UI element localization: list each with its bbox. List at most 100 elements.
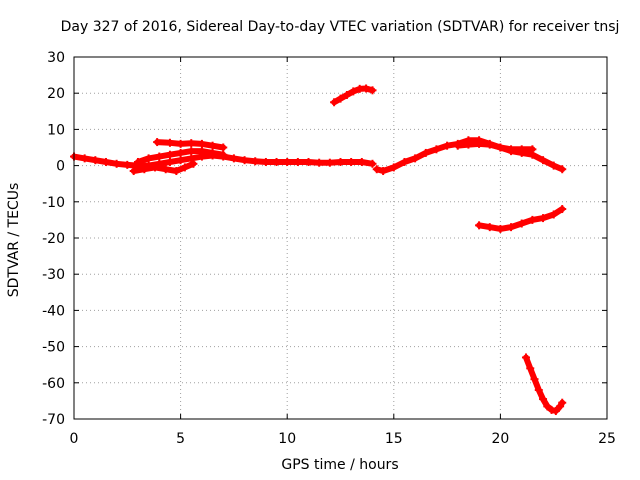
y-tick-label: 0	[56, 159, 65, 175]
data-point-dip-track	[411, 154, 420, 163]
data-point-arc-high	[342, 91, 351, 100]
x-tick-label: 0	[70, 431, 79, 447]
data-point-secondary-track	[464, 140, 473, 149]
data-point-secondary-track	[517, 145, 526, 154]
data-point-upper-branch	[165, 138, 174, 147]
data-point-mid-branch	[187, 147, 196, 156]
x-axis-label: GPS time / hours	[281, 457, 398, 473]
y-tick-label: 30	[47, 50, 65, 66]
y-tick-label: -50	[42, 340, 65, 356]
data-point-dip-track	[421, 148, 430, 157]
data-point-arc-high	[349, 87, 358, 96]
data-point-main-track	[261, 157, 270, 166]
data-point-main-track	[325, 158, 334, 167]
data-point-arc-high	[336, 94, 345, 103]
data-point-main-track	[80, 154, 89, 163]
data-point-dip-track	[443, 141, 452, 150]
data-point-main-track	[176, 156, 185, 165]
data-point-secondary-track	[485, 140, 494, 149]
data-point-main-track	[368, 159, 377, 168]
data-point-main-track	[229, 154, 238, 163]
data-point-lower-branch	[189, 159, 198, 168]
data-point-arc-high	[368, 86, 377, 95]
data-point-dip-track	[432, 145, 441, 154]
data-point-main-track	[240, 156, 249, 165]
y-tick-label: -10	[42, 195, 65, 211]
data-point-upper-branch	[197, 139, 206, 148]
chart-title: Day 327 of 2016, Sidereal Day-to-day VTE…	[61, 19, 620, 35]
data-point-mid-branch	[133, 157, 142, 166]
data-point-deep-curve	[547, 405, 556, 414]
data-point-mid-negative	[485, 223, 494, 232]
data-point-mid-branch	[197, 147, 206, 156]
data-point-mid-negative	[528, 215, 537, 224]
data-point-upper-branch	[176, 139, 185, 148]
data-point-deep-curve	[558, 398, 567, 407]
data-point-mid-branch	[155, 152, 164, 161]
grid-lines	[74, 57, 607, 419]
data-point-main-track	[336, 157, 345, 166]
data-point-deep-curve	[543, 402, 552, 411]
data-point-main-track	[101, 157, 110, 166]
data-point-arc-high	[330, 98, 339, 107]
data-point-deep-curve	[521, 353, 530, 362]
y-tick-label: -30	[42, 267, 65, 283]
data-point-mid-negative	[507, 223, 516, 232]
data-point-main-track	[251, 157, 260, 166]
data-point-main-track	[123, 160, 132, 169]
data-point-mid-negative	[496, 224, 505, 233]
data-point-deep-curve	[551, 407, 560, 416]
data-point-lower-branch	[129, 167, 138, 176]
x-tick-label: 25	[598, 431, 616, 447]
data-point-main-track	[272, 157, 281, 166]
y-tick-label: 10	[47, 122, 65, 138]
data-point-mid-negative	[517, 219, 526, 228]
data-point-main-track	[91, 156, 100, 165]
data-point-upper-branch	[208, 141, 217, 150]
data-point-mid-branch	[208, 148, 217, 157]
data-point-main-track	[187, 154, 196, 163]
data-point-main-track	[293, 157, 302, 166]
data-point-lower-branch	[161, 165, 170, 174]
data-point-mid-branch	[176, 148, 185, 157]
data-point-main-track	[112, 159, 121, 168]
data-point-mid-negative	[539, 214, 548, 223]
x-tick-label: 10	[278, 431, 296, 447]
data-point-dip-track	[549, 161, 558, 170]
data-point-secondary-track	[528, 145, 537, 154]
data-point-lower-branch	[140, 165, 149, 174]
data-point-main-track	[357, 157, 366, 166]
data-point-deep-curve	[530, 375, 539, 384]
data-point-dip-track	[372, 165, 381, 174]
y-tick-label: -60	[42, 376, 65, 392]
x-tick-label: 5	[176, 431, 185, 447]
data-point-secondary-track	[475, 139, 484, 148]
data-point-secondary-track	[453, 141, 462, 150]
axis-ticks: 0 5 10 15 20 25 -70 -60 -50 -40 -30 -20 -10 0 10 20 30	[42, 50, 616, 447]
data-point-dip-track	[539, 156, 548, 165]
data-point-mid-branch	[219, 150, 228, 159]
data-point-dip-track	[558, 165, 567, 174]
y-tick-label: 20	[47, 86, 65, 102]
data-point-mid-negative	[475, 221, 484, 230]
data-point-dip-track	[389, 163, 398, 172]
data-point-mid-branch	[165, 150, 174, 159]
data-point-main-track	[304, 157, 313, 166]
data-point-deep-curve	[539, 395, 548, 404]
data-point-upper-branch	[187, 139, 196, 148]
y-axis-label: SDTVAR / TECUs	[6, 183, 22, 298]
x-tick-label: 15	[385, 431, 403, 447]
data-point-lower-branch	[180, 163, 189, 172]
series-line-deep-curve	[523, 354, 566, 414]
plot-frame	[73, 56, 608, 420]
data-point-deep-curve	[534, 386, 543, 395]
data-point-main-track	[165, 157, 174, 166]
y-tick-label: -20	[42, 231, 65, 247]
data-point-main-track	[283, 157, 292, 166]
data-point-upper-branch	[219, 143, 228, 152]
plot-area	[70, 84, 567, 416]
data-point-secondary-track	[496, 143, 505, 152]
data-point-arc-high	[362, 84, 371, 93]
data-point-secondary-track	[507, 145, 516, 154]
